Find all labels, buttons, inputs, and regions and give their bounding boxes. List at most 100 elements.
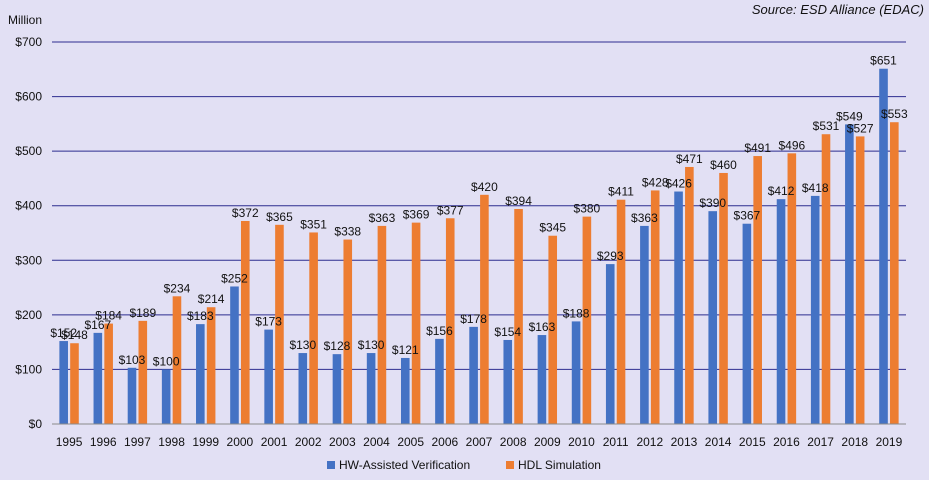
data-label-hw-assisted: $152 <box>50 326 77 340</box>
bar-hdl-simulation <box>582 216 592 424</box>
axes: $0 $100 $200 $300 $400 $500 $600 $700 1995 1996 19… <box>15 35 906 449</box>
x-tick-label: 2003 <box>329 435 356 449</box>
data-label-hdl-simulation: $553 <box>881 107 908 121</box>
legend-swatch-hdl-simulation <box>506 461 514 469</box>
bar-hdl-simulation <box>240 220 250 424</box>
bar-hw-assisted <box>469 326 478 424</box>
data-label-hw-assisted: $163 <box>529 320 556 334</box>
data-label-hdl-simulation: $411 <box>608 185 634 199</box>
bar-hdl-simulation <box>650 190 660 424</box>
bar-hw-assisted <box>776 199 786 424</box>
legend-swatch-hw-assisted <box>327 461 335 469</box>
bar-hw-assisted <box>127 367 137 424</box>
bar-hdl-simulation <box>206 307 216 424</box>
x-tick-label: 2010 <box>568 435 595 449</box>
data-label-hw-assisted: $130 <box>358 338 385 352</box>
x-tick-label: 2019 <box>876 435 903 449</box>
data-label-hw-assisted: $252 <box>221 271 248 285</box>
data-label-hdl-simulation: $372 <box>232 206 259 220</box>
x-tick-label: 2008 <box>500 435 527 449</box>
x-tick-label: 1998 <box>158 435 185 449</box>
bar-hw-assisted <box>640 225 649 424</box>
data-label-hw-assisted: $156 <box>426 324 453 338</box>
bar-hdl-simulation <box>685 166 694 424</box>
x-tick-label: 2005 <box>397 435 424 449</box>
data-label-hdl-simulation: $369 <box>403 208 430 222</box>
x-tick-label: 2014 <box>705 435 732 449</box>
bar-hw-assisted <box>503 339 513 424</box>
data-label-hdl-simulation: $471 <box>676 152 703 166</box>
bar-hdl-simulation <box>343 239 353 424</box>
data-label-hdl-simulation: $148 <box>61 328 88 342</box>
data-label-hdl-simulation: $428 <box>642 175 669 189</box>
bars <box>59 68 899 425</box>
data-label-hw-assisted: $412 <box>768 184 795 198</box>
bar-hw-assisted <box>810 195 820 424</box>
data-label-hw-assisted: $130 <box>289 338 316 352</box>
bar-hdl-simulation <box>309 232 318 424</box>
y-tick-label: $200 <box>15 308 42 322</box>
data-label-hdl-simulation: $351 <box>300 217 327 231</box>
x-tick-label: 2002 <box>295 435 322 449</box>
data-label-hw-assisted: $651 <box>870 54 897 68</box>
data-label-hw-assisted: $103 <box>119 353 146 367</box>
data-label-hw-assisted: $390 <box>699 196 726 210</box>
bar-hw-assisted <box>161 369 171 424</box>
bar-hw-assisted <box>400 357 410 424</box>
x-tick-label: 2001 <box>261 435 288 449</box>
source-note: Source: ESD Alliance (EDAC) <box>752 2 924 17</box>
data-label-hdl-simulation: $214 <box>198 292 225 306</box>
bar-hw-assisted <box>59 341 68 424</box>
bar-hw-assisted <box>605 264 615 424</box>
y-unit-label: Million <box>8 13 42 27</box>
bar-hw-assisted <box>537 335 547 424</box>
data-label-hdl-simulation: $365 <box>266 210 293 224</box>
data-label-hdl-simulation: $380 <box>574 202 601 216</box>
bar-hdl-simulation <box>548 235 558 424</box>
x-tick-label: 2017 <box>807 435 834 449</box>
y-tick-label: $100 <box>15 362 42 376</box>
data-label-hw-assisted: $178 <box>460 312 487 326</box>
legend-label-hw-assisted: HW-Assisted Verification <box>339 458 470 472</box>
bar-hw-assisted <box>674 191 683 424</box>
data-label-hdl-simulation: $345 <box>539 221 566 235</box>
x-tick-label: 1995 <box>56 435 83 449</box>
data-label-hw-assisted: $426 <box>665 177 692 191</box>
data-label-hw-assisted: $100 <box>153 354 180 368</box>
bar-hw-assisted <box>879 68 888 425</box>
gridlines <box>52 41 906 370</box>
data-label-hdl-simulation: $420 <box>471 180 498 194</box>
bar-hdl-simulation <box>514 208 523 424</box>
data-label-hdl-simulation: $531 <box>813 119 840 133</box>
bar-hdl-simulation <box>104 323 113 424</box>
data-label-hdl-simulation: $394 <box>505 194 532 208</box>
bar-hdl-simulation <box>855 136 865 424</box>
bar-hdl-simulation <box>821 134 831 424</box>
legend: HW-Assisted Verification HDL Simulation <box>327 458 601 472</box>
bar-hdl-simulation <box>787 153 797 424</box>
y-tick-label: $700 <box>15 35 42 49</box>
y-tick-label: $400 <box>15 199 42 213</box>
data-label-hdl-simulation: $338 <box>334 225 361 239</box>
bar-hw-assisted <box>230 286 239 424</box>
bar-hw-assisted <box>264 329 273 424</box>
bar-hdl-simulation <box>445 218 455 424</box>
bar-hdl-simulation <box>890 122 899 424</box>
bar-hw-assisted <box>93 332 103 424</box>
bar-hw-assisted <box>845 124 854 424</box>
x-tick-label: 2007 <box>466 435 493 449</box>
data-label-hdl-simulation: $189 <box>129 306 156 320</box>
bar-hdl-simulation <box>172 296 182 424</box>
bar-hw-assisted <box>708 211 718 424</box>
bar-hw-assisted <box>332 354 342 424</box>
x-tick-label: 2016 <box>773 435 800 449</box>
bar-hw-assisted <box>571 321 581 424</box>
data-label-hw-assisted: $128 <box>324 339 351 353</box>
y-tick-label: $500 <box>15 144 42 158</box>
data-labels: $152 $167 $103 $100 $183 $252 $173 $130 $128 $130… <box>50 54 908 369</box>
data-label-hw-assisted: $367 <box>734 209 761 223</box>
bar-hw-assisted <box>366 353 376 424</box>
data-label-hdl-simulation: $377 <box>437 203 464 217</box>
